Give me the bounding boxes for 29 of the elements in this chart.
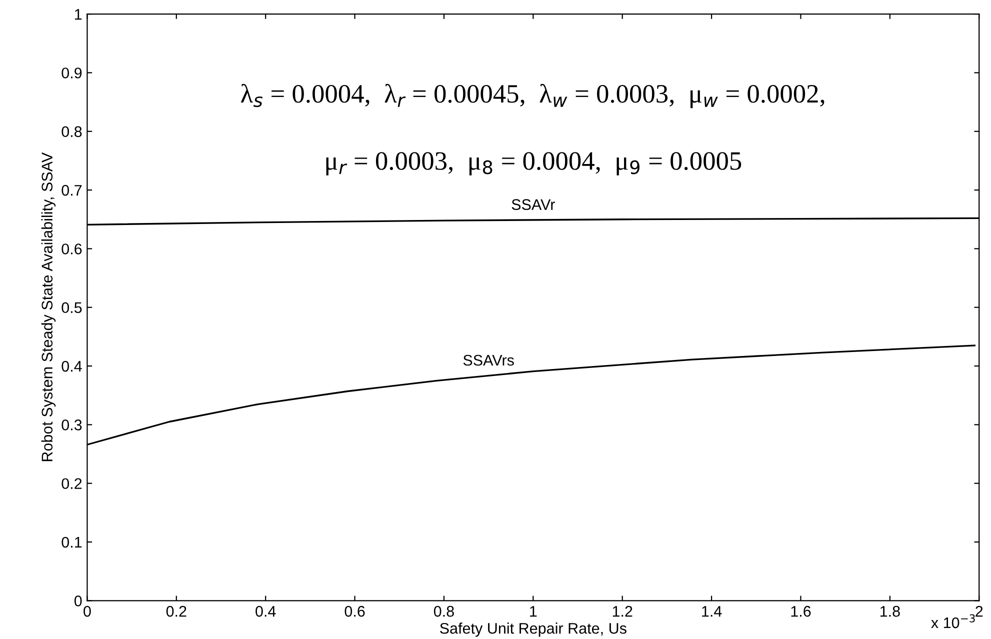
y-tick-label: 1 <box>75 9 82 20</box>
y-tick-label: 0.2 <box>62 478 82 490</box>
x-tick-label: 0 <box>84 606 91 617</box>
x-tick-label: 1.2 <box>612 606 632 617</box>
x-tick-label: 0.8 <box>434 606 454 617</box>
x-tick-label: 2 <box>976 606 983 617</box>
series-label: SSAVrs <box>463 354 514 366</box>
text: x 10$^{−3}$ <box>931 614 975 628</box>
y-tick-label: 0.1 <box>62 536 82 548</box>
x-tick-label: 1 <box>530 606 537 617</box>
x-tick-label: 0.4 <box>256 606 276 617</box>
y-tick-label: 0 <box>74 596 82 606</box>
y-tick-label: 0.3 <box>62 420 82 430</box>
y-tick-label: 0.8 <box>62 126 82 138</box>
x-tick-label: 1.4 <box>702 606 722 617</box>
x-tick-label: 0.6 <box>344 606 365 617</box>
y-tick-label: 0.9 <box>62 68 82 78</box>
x-tick-label: 1.6 <box>791 606 811 617</box>
annotation: μ$_{r}$ = 0.0003, μ$_{8}$ = 0.0004, μ$_{9}$ = 0.0005 <box>326 152 742 176</box>
y-tick-label: 0.6 <box>62 244 82 254</box>
y-tick-label: 0.4 <box>62 360 82 372</box>
x-tick-label: 0.2 <box>166 606 186 617</box>
series-label: SSAVr <box>512 199 555 210</box>
text: λ$_{s}$ = 0.0004, λ$_{r}$ = 0.00045, λ$_{w}$ = 0.0003, μ$_{w}$ = 0.0002, <box>240 84 824 108</box>
x-axis-title: Safety Unit Repair Rate, Us <box>440 622 626 637</box>
y-axis-title: Robot System Steady State Availability, SSAV <box>41 152 56 462</box>
y-tick-label: 0.5 <box>62 302 82 314</box>
y-tick-label: 0.7 <box>62 184 82 196</box>
x-tick-label: 1.8 <box>880 606 900 617</box>
